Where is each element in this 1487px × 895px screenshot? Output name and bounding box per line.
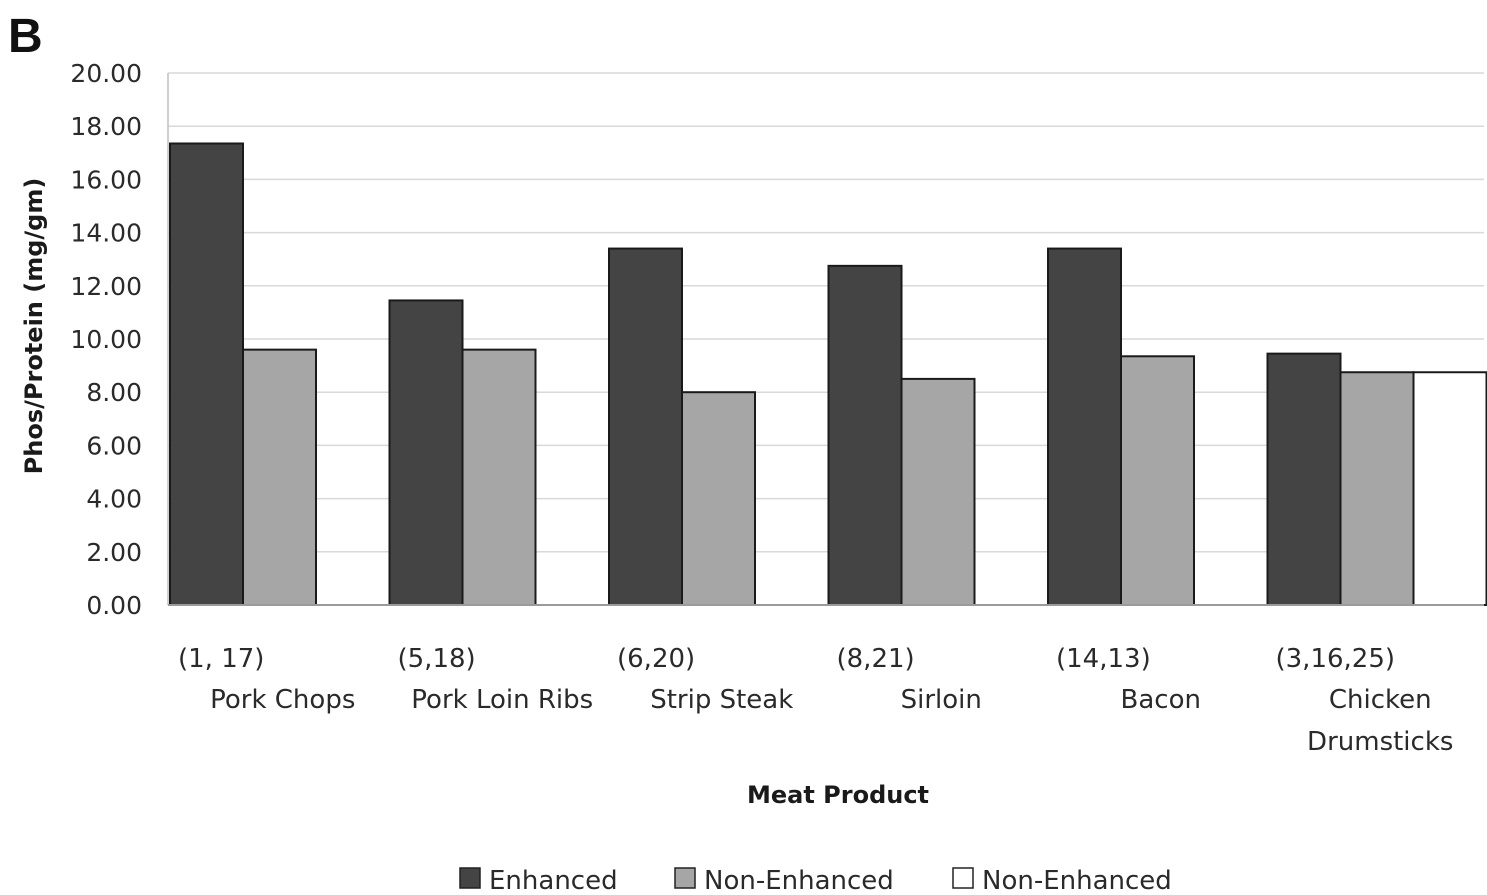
bar (900, 377, 976, 606)
y-tick-labels: 0.00 2.00 4.00 6.00 8.00 10.00 12.00 14.00 16.00… (70, 59, 142, 620)
category-name-label: Chicken (1329, 685, 1432, 715)
bar (1339, 371, 1415, 606)
bars (169, 142, 1487, 607)
x-axis-title: Meat Product (747, 781, 929, 809)
y-tick-label: 10.00 (70, 325, 142, 354)
bar (1047, 247, 1122, 606)
legend: Enhanced Non-Enhanced Non-Enhanced (459, 866, 1172, 895)
category-count-label: (6,20) (617, 644, 695, 674)
bar (608, 247, 683, 606)
y-tick-label: 4.00 (86, 485, 142, 514)
legend-swatch (952, 867, 974, 889)
category-name-label: Strip Steak (650, 685, 793, 715)
bar (461, 348, 537, 607)
bar (169, 142, 244, 607)
y-tick-label: 20.00 (70, 59, 142, 88)
bar (1120, 355, 1195, 607)
category-count-label: (3,16,25) (1276, 644, 1396, 674)
y-axis-title: Phos/Protein (mg/gm) (20, 178, 48, 475)
gridlines (168, 72, 1484, 553)
bar (1412, 371, 1487, 606)
category-name-label: Pork Loin Ribs (411, 685, 593, 715)
y-tick-label: 12.00 (70, 272, 142, 301)
y-tick-label: 16.00 (70, 165, 142, 194)
legend-label: Non-Enhanced (704, 866, 894, 895)
category-count-label: (1, 17) (178, 644, 264, 674)
y-tick-label: 6.00 (86, 431, 142, 460)
bar (1266, 352, 1342, 606)
bar (242, 348, 317, 607)
bar (827, 264, 903, 606)
bar (388, 299, 464, 606)
category-name-label: Bacon (1121, 685, 1201, 715)
axes (167, 73, 1484, 606)
panel-letter: B (8, 10, 43, 63)
category-name-label: Sirloin (901, 685, 982, 715)
x-category-labels: (1, 17) Pork Chops (5,18) Pork Loin Ribs (6,… (178, 644, 1453, 757)
category-name-label: Pork Chops (210, 685, 355, 715)
category-count-label: (8,21) (837, 644, 915, 674)
legend-swatch (459, 867, 481, 889)
y-tick-label: 18.00 (70, 112, 142, 141)
category-name-label: Drumsticks (1307, 727, 1453, 757)
y-tick-label: 8.00 (86, 378, 142, 407)
legend-label: Enhanced (489, 866, 618, 895)
legend-label: Non-Enhanced (982, 866, 1172, 895)
y-tick-label: 2.00 (86, 538, 142, 567)
category-count-label: (5,18) (398, 644, 476, 674)
legend-swatch (674, 867, 696, 889)
bar (681, 391, 756, 607)
y-tick-label: 14.00 (70, 219, 142, 248)
category-count-label: (14,13) (1056, 644, 1151, 674)
y-tick-label: 0.00 (86, 591, 142, 620)
